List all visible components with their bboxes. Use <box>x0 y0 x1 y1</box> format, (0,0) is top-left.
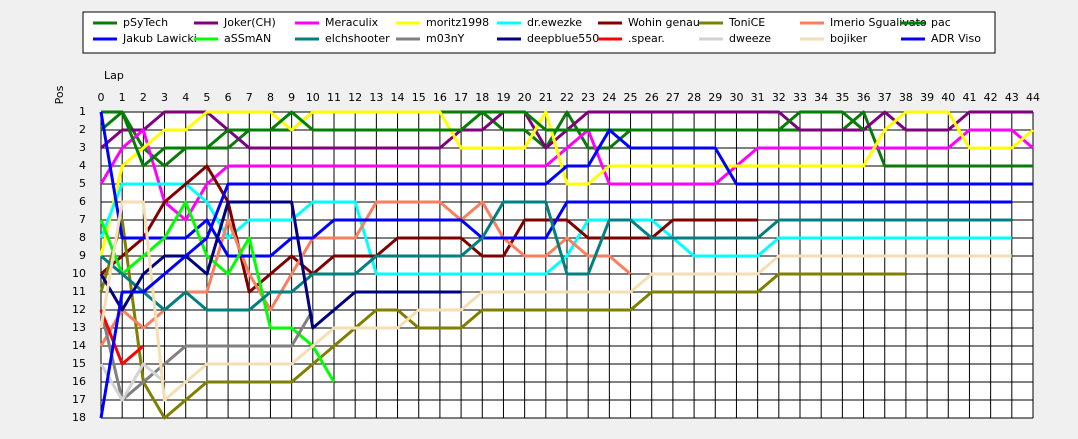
x-tick-label: 6 <box>225 91 232 104</box>
legend-label: bojiker <box>830 32 868 45</box>
legend-label: dweeze <box>729 32 771 45</box>
y-tick-label: 6 <box>79 195 86 208</box>
y-tick-label: 10 <box>72 267 86 280</box>
x-tick-label: 21 <box>539 91 553 104</box>
y-tick-label: 2 <box>79 123 86 136</box>
y-tick-label: 15 <box>72 357 86 370</box>
legend-label: Imerio Sgualivato <box>830 16 927 29</box>
x-tick-label: 34 <box>814 91 828 104</box>
x-tick-label: 0 <box>98 91 105 104</box>
x-tick-label: 24 <box>602 91 616 104</box>
y-tick-label: 12 <box>72 303 86 316</box>
x-tick-label: 4 <box>182 91 189 104</box>
y-tick-label: 8 <box>79 231 86 244</box>
x-tick-label: 2 <box>140 91 147 104</box>
legend-label: m03nY <box>426 32 465 45</box>
x-tick-label: 3 <box>161 91 168 104</box>
y-tick-label: 7 <box>79 213 86 226</box>
x-tick-label: 1 <box>119 91 126 104</box>
legend-label: ToniCE <box>728 16 765 29</box>
x-tick-label: 8 <box>267 91 274 104</box>
series-line <box>99 309 315 402</box>
legend-label: Meraculix <box>325 16 379 29</box>
x-tick-label: 32 <box>772 91 786 104</box>
x-tick-label: 16 <box>433 91 447 104</box>
legend-label: deepblue550 <box>527 32 599 45</box>
legend-label: Jakub Lawicki <box>122 32 197 45</box>
series-line <box>99 128 1033 419</box>
legend-label: pac <box>931 16 951 29</box>
x-tick-label: 30 <box>729 91 743 104</box>
series-line <box>100 110 865 168</box>
x-tick-label: 27 <box>666 91 680 104</box>
legend-label: ADR Viso <box>931 32 981 45</box>
y-tick-label: 14 <box>72 339 86 352</box>
x-tick-label: 44 <box>1026 91 1040 104</box>
series-line <box>100 200 1012 312</box>
x-tick-label: 14 <box>391 91 405 104</box>
x-tick-label: 15 <box>412 91 426 104</box>
series-line <box>99 309 145 366</box>
y-tick-label: 5 <box>79 177 86 190</box>
series-line <box>99 362 166 402</box>
legend-label: aSSmAN <box>224 32 271 45</box>
x-tick-label: 26 <box>645 91 659 104</box>
x-tick-label: 9 <box>288 91 295 104</box>
x-axis-label: Lap <box>104 69 124 82</box>
legend-label: Joker(CH) <box>223 16 276 29</box>
series-line <box>99 200 462 330</box>
x-tick-label: 5 <box>203 91 210 104</box>
series-line <box>99 182 1012 276</box>
y-tick-label: 4 <box>79 159 86 172</box>
x-tick-label: 40 <box>941 91 955 104</box>
x-tick-label: 31 <box>751 91 765 104</box>
y-tick-label: 18 <box>72 411 86 424</box>
x-tick-label: 35 <box>835 91 849 104</box>
y-tick-label: 9 <box>79 249 86 262</box>
series-line <box>99 218 906 420</box>
x-tick-label: 12 <box>348 91 362 104</box>
x-tick-label: 39 <box>920 91 934 104</box>
x-tick-label: 36 <box>857 91 871 104</box>
x-tick-label: 20 <box>518 91 532 104</box>
x-tick-label: 18 <box>475 91 489 104</box>
x-tick-label: 11 <box>327 91 341 104</box>
x-tick-label: 41 <box>962 91 976 104</box>
y-tick-label: 13 <box>72 321 86 334</box>
legend-label: Wohin genau <box>628 16 700 29</box>
x-tick-label: 22 <box>560 91 574 104</box>
x-tick-label: 33 <box>793 91 807 104</box>
y-tick-label: 16 <box>72 375 86 388</box>
series-line <box>100 164 758 294</box>
x-tick-label: 7 <box>246 91 253 104</box>
y-tick-label: 11 <box>72 285 86 298</box>
x-tick-label: 43 <box>1005 91 1019 104</box>
y-axis-label: Pos <box>53 85 66 104</box>
legend-label: elchshooter <box>325 32 390 45</box>
series-line <box>99 200 336 383</box>
legend-label: pSyTech <box>123 16 168 29</box>
x-tick-label: 37 <box>878 91 892 104</box>
x-tick-label: 38 <box>899 91 913 104</box>
x-tick-label: 19 <box>496 91 510 104</box>
series-line <box>99 110 1034 257</box>
legend-label: dr.ewezke <box>527 16 582 29</box>
x-tick-label: 23 <box>581 91 595 104</box>
y-tick-label: 17 <box>72 393 86 406</box>
series-line <box>99 128 1034 222</box>
legend-box <box>82 11 996 54</box>
x-tick-label: 17 <box>454 91 468 104</box>
x-tick-label: 42 <box>984 91 998 104</box>
x-tick-label: 28 <box>687 91 701 104</box>
x-tick-label: 13 <box>369 91 383 104</box>
legend-label: .spear. <box>628 32 665 45</box>
x-tick-label: 25 <box>624 91 638 104</box>
y-tick-label: 3 <box>79 141 86 154</box>
x-tick-label: 29 <box>708 91 722 104</box>
y-tick-label: 1 <box>79 105 86 118</box>
x-tick-label: 10 <box>306 91 320 104</box>
series-line <box>99 200 1012 402</box>
legend-label: moritz1998 <box>426 16 489 29</box>
